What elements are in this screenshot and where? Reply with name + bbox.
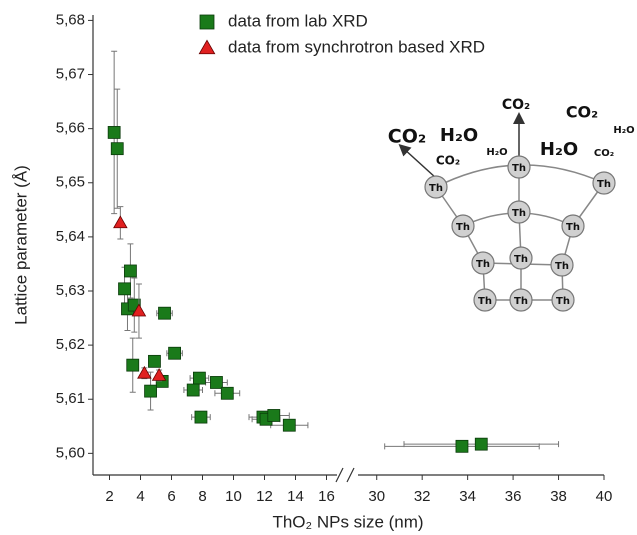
inset-labels: CO₂ H₂O CO₂ H₂O CO₂ CO₂ H₂O CO₂ H₂O — [388, 97, 635, 168]
marker — [110, 142, 124, 156]
atom-label: Th — [512, 208, 526, 219]
atom — [473, 288, 497, 312]
marker — [168, 346, 182, 360]
marker — [151, 368, 167, 381]
inset-label: CO₂ — [594, 148, 614, 159]
atom-label: Th — [514, 254, 528, 265]
inset-label: H₂O — [486, 147, 507, 158]
y-tick-label: 5,60 — [56, 444, 85, 461]
atom — [451, 214, 475, 238]
axis-break — [335, 467, 344, 483]
y-tick-label: 5,68 — [56, 11, 85, 28]
atom-label: Th — [555, 261, 569, 272]
x-tick-label: 2 — [105, 488, 113, 505]
x-tick-label: 16 — [318, 488, 335, 505]
atom — [551, 288, 575, 312]
marker — [107, 126, 121, 139]
atom — [507, 155, 531, 179]
y-tick-label: 5,67 — [56, 65, 85, 82]
inset-label: CO₂ — [502, 97, 530, 113]
x-axis-label: ThO₂ NPs size (nm) — [272, 512, 423, 531]
atom-label: Th — [597, 179, 611, 190]
marker — [144, 384, 157, 398]
x-tick-label: 14 — [287, 488, 304, 505]
x-tick-label: 8 — [198, 488, 206, 505]
atom-label: Th — [476, 259, 490, 270]
inset-label: H₂O — [440, 125, 478, 146]
marker — [131, 303, 147, 317]
legend-label: data from synchrotron based XRD — [228, 37, 485, 56]
x-tick-label: 10 — [225, 488, 242, 505]
atom-label: Th — [429, 183, 443, 194]
y-tick-label: 5,63 — [56, 282, 85, 299]
y-tick-label: 5,66 — [56, 120, 85, 137]
x-tick-label: 38 — [550, 488, 567, 505]
arrow — [398, 143, 437, 179]
inset-label: H₂O — [613, 125, 634, 136]
x-tick-label: 6 — [167, 488, 175, 505]
atom — [509, 246, 533, 270]
atom-label: Th — [456, 222, 470, 233]
atom — [561, 214, 585, 238]
marker — [124, 264, 137, 278]
y-tick-label: 5,61 — [56, 390, 85, 407]
inset-label: CO₂ — [436, 154, 460, 168]
atom — [509, 288, 533, 312]
bond — [435, 167, 605, 301]
legend-marker — [199, 14, 215, 30]
legend-label: data from lab XRD — [228, 11, 368, 30]
atoms: Th Th Th Th Th Th Th Th Th Th Th Th — [424, 155, 616, 312]
inset-label: H₂O — [540, 139, 578, 160]
marker — [126, 358, 140, 372]
legend-marker — [198, 39, 216, 55]
marker — [267, 409, 281, 422]
marker — [158, 306, 171, 320]
atom-label: Th — [514, 296, 528, 307]
x-tick-label: 30 — [368, 488, 385, 505]
x-tick-label: 40 — [596, 488, 613, 505]
marker — [118, 282, 131, 296]
marker — [186, 383, 200, 397]
marker — [194, 410, 208, 424]
y-tick-label: 5,64 — [56, 228, 85, 245]
atom — [424, 175, 448, 199]
axis-break — [346, 467, 355, 483]
x-tick-label: 4 — [136, 488, 144, 505]
y-axis-label: Lattice parameter (Å) — [11, 165, 30, 325]
x-tick-label: 36 — [505, 488, 522, 505]
marker — [137, 365, 152, 379]
x-tick-label: 12 — [256, 488, 273, 505]
atom-label: Th — [512, 163, 526, 174]
marker — [220, 386, 234, 400]
marker — [474, 437, 488, 451]
x-tick-label: 34 — [459, 488, 476, 505]
marker — [113, 215, 128, 229]
marker — [455, 439, 469, 453]
inset-label: CO₂ — [566, 103, 598, 122]
atom — [550, 253, 574, 277]
atom — [592, 171, 616, 195]
atom — [471, 251, 495, 275]
marker — [282, 418, 296, 432]
y-tick-label: 5,65 — [56, 174, 85, 191]
atom — [507, 200, 531, 224]
marker — [210, 376, 223, 389]
atom-label: Th — [556, 296, 570, 307]
marker — [148, 354, 161, 368]
marker — [192, 371, 206, 385]
inset-label: CO₂ — [388, 126, 426, 148]
x-tick-label: 32 — [414, 488, 431, 505]
y-tick-label: 5,62 — [56, 336, 85, 353]
atom-label: Th — [478, 296, 492, 307]
atom-label: Th — [566, 222, 580, 233]
